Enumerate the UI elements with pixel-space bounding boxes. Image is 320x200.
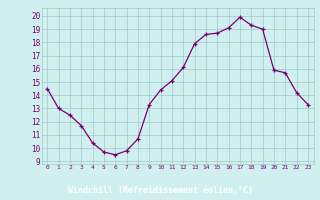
Text: Windchill (Refroidissement éolien,°C): Windchill (Refroidissement éolien,°C) bbox=[68, 186, 252, 194]
